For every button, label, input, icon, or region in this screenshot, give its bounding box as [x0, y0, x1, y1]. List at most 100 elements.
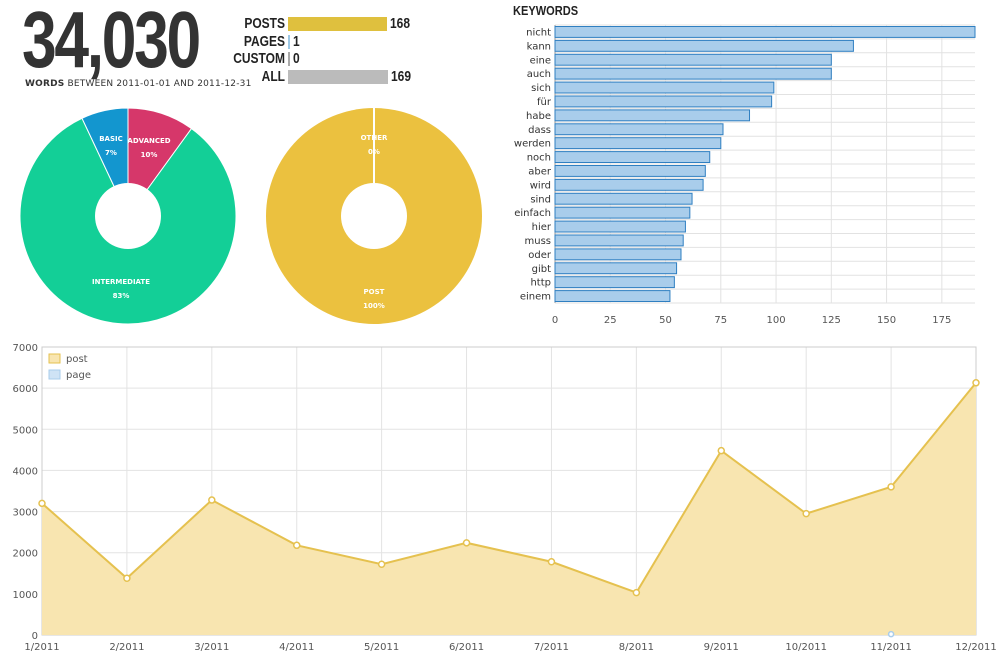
- keyword-bar: [554, 178, 704, 191]
- slice-label: POST: [364, 288, 385, 296]
- keyword-bar: [554, 165, 706, 177]
- legend-label-page: page: [66, 370, 91, 381]
- post-point: [717, 446, 726, 455]
- y-tick-label: 6000: [13, 384, 38, 395]
- keyword-bar: [554, 67, 832, 80]
- y-tick-label: 7000: [13, 343, 38, 354]
- donut-hole: [95, 183, 161, 249]
- total-words-number: 34,030: [22, 0, 201, 84]
- keyword-label: eine: [530, 55, 551, 66]
- x-tick-label: 12/2011: [955, 642, 997, 653]
- keyword-bar: [554, 137, 722, 150]
- x-tick-label: 4/2011: [279, 642, 314, 653]
- keyword-label: oder: [528, 250, 552, 261]
- words-label: WORDS: [25, 79, 65, 89]
- keyword-label: dass: [528, 125, 551, 136]
- x-tick-label: 7/2011: [534, 642, 569, 653]
- words-range-caption: WORDS BETWEEN 2011-01-01 AND 2011-12-31: [25, 79, 252, 89]
- x-tick-label: 0: [552, 315, 558, 326]
- post-point: [208, 496, 216, 504]
- slice-label: ADVANCED: [127, 137, 170, 145]
- count-value-custom: 0: [292, 50, 300, 67]
- keyword-bar: [554, 262, 678, 275]
- post-point: [547, 558, 556, 566]
- x-tick-label: 1/2011: [24, 642, 59, 653]
- post-point: [292, 541, 301, 550]
- x-tick-label: 175: [932, 315, 951, 326]
- slice-percent: 10%: [141, 151, 158, 159]
- x-tick-label: 25: [604, 315, 617, 326]
- count-value-all: 169: [391, 67, 412, 85]
- post-line: [41, 382, 977, 594]
- post-point: [123, 574, 131, 582]
- post-point: [377, 560, 386, 568]
- y-tick-label: 0: [32, 631, 38, 642]
- slice-percent: 83%: [113, 292, 130, 300]
- legend-label-post: post: [66, 354, 88, 365]
- x-tick-label: 75: [714, 315, 727, 326]
- slice-label: BASIC: [99, 135, 123, 143]
- keyword-bar: [554, 123, 724, 136]
- keyword-label: sich: [531, 83, 551, 94]
- y-tick-label: 1000: [13, 590, 38, 601]
- legend-swatch-page: [48, 369, 61, 380]
- keyword-bar: [554, 290, 671, 303]
- post-point: [632, 588, 641, 597]
- keyword-bar: [554, 248, 682, 261]
- slice-percent: 7%: [105, 149, 117, 157]
- count-bar-posts: [288, 17, 388, 31]
- post-point: [802, 509, 810, 518]
- keyword-bar: [554, 151, 711, 164]
- keyword-bar: [554, 234, 684, 247]
- keyword-label: habe: [526, 111, 551, 122]
- count-label-custom: CUSTOM: [233, 50, 285, 67]
- keyword-label: wird: [530, 180, 551, 191]
- donut-hole: [341, 183, 407, 249]
- post-point: [38, 499, 46, 508]
- keyword-bar: [554, 95, 773, 108]
- count-bar-custom: [288, 52, 290, 66]
- keywords-title: KEYWORDS: [513, 3, 579, 18]
- keyword-bar: [554, 192, 693, 205]
- y-tick-label: 5000: [13, 425, 38, 436]
- count-value-posts: 168: [390, 15, 411, 32]
- x-tick-label: 150: [877, 315, 896, 326]
- x-tick-label: 6/2011: [449, 642, 484, 653]
- keyword-bar: [554, 39, 854, 52]
- slice-label: INTERMEDIATE: [92, 278, 150, 286]
- difficulty-donut-chart: ADVANCED 10% INTERMEDIATE 83% BASIC 7%: [19, 107, 237, 325]
- keyword-label: noch: [527, 153, 551, 164]
- post-area: [42, 382, 976, 635]
- legend-swatch-post: [48, 353, 61, 364]
- post-point: [972, 379, 980, 387]
- y-tick-label: 2000: [13, 549, 38, 560]
- keyword-bar: [554, 220, 686, 233]
- x-tick-label: 9/2011: [704, 642, 739, 653]
- keyword-bar: [554, 81, 775, 94]
- x-tick-label: 10/2011: [785, 642, 827, 653]
- page-point: [887, 630, 895, 638]
- post-point: [887, 483, 895, 491]
- keyword-label: kann: [527, 41, 551, 52]
- keyword-label: muss: [525, 236, 552, 247]
- keyword-label: werden: [514, 139, 551, 150]
- x-tick-label: 100: [767, 315, 786, 326]
- count-label-pages: PAGES: [243, 32, 285, 50]
- keywords-bar-chart: 0 25 50 75 100 125 150 175 nicht kann eine auch sich…: [514, 24, 976, 326]
- count-label-posts: POSTS: [244, 15, 285, 32]
- post-point: [462, 539, 471, 547]
- keyword-label: für: [537, 97, 552, 108]
- keyword-bar: [554, 276, 675, 289]
- count-value-pages: 1: [292, 32, 300, 50]
- keyword-label: auch: [527, 69, 551, 80]
- x-tick-label: 125: [822, 315, 841, 326]
- keyword-bar: [554, 26, 976, 38]
- keyword-label: einfach: [514, 208, 551, 219]
- keyword-label: einem: [520, 292, 551, 303]
- words-range: BETWEEN 2011-01-01 AND 2011-12-31: [67, 79, 252, 89]
- keyword-bar: [554, 53, 832, 66]
- keyword-bar: [554, 109, 751, 122]
- keyword-label: sind: [530, 194, 551, 205]
- count-bar-pages: [288, 34, 290, 49]
